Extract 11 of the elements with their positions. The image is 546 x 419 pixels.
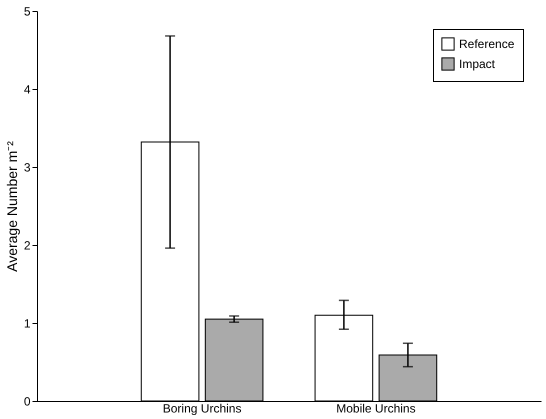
y-tick-label: 3	[24, 160, 31, 174]
y-tick-label: 1	[24, 316, 31, 330]
y-axis-title: Average Number m⁻²	[4, 140, 20, 272]
legend-label: Reference	[459, 37, 515, 51]
x-tick-label: Boring Urchins	[162, 402, 242, 416]
y-tick-label: 0	[24, 394, 31, 408]
x-tick-label: Mobile Urchins	[336, 402, 416, 416]
y-tick-label: 2	[24, 238, 31, 252]
y-tick-label: 5	[24, 4, 31, 18]
legend-label: Impact	[459, 57, 496, 71]
y-tick-label: 4	[24, 82, 31, 96]
